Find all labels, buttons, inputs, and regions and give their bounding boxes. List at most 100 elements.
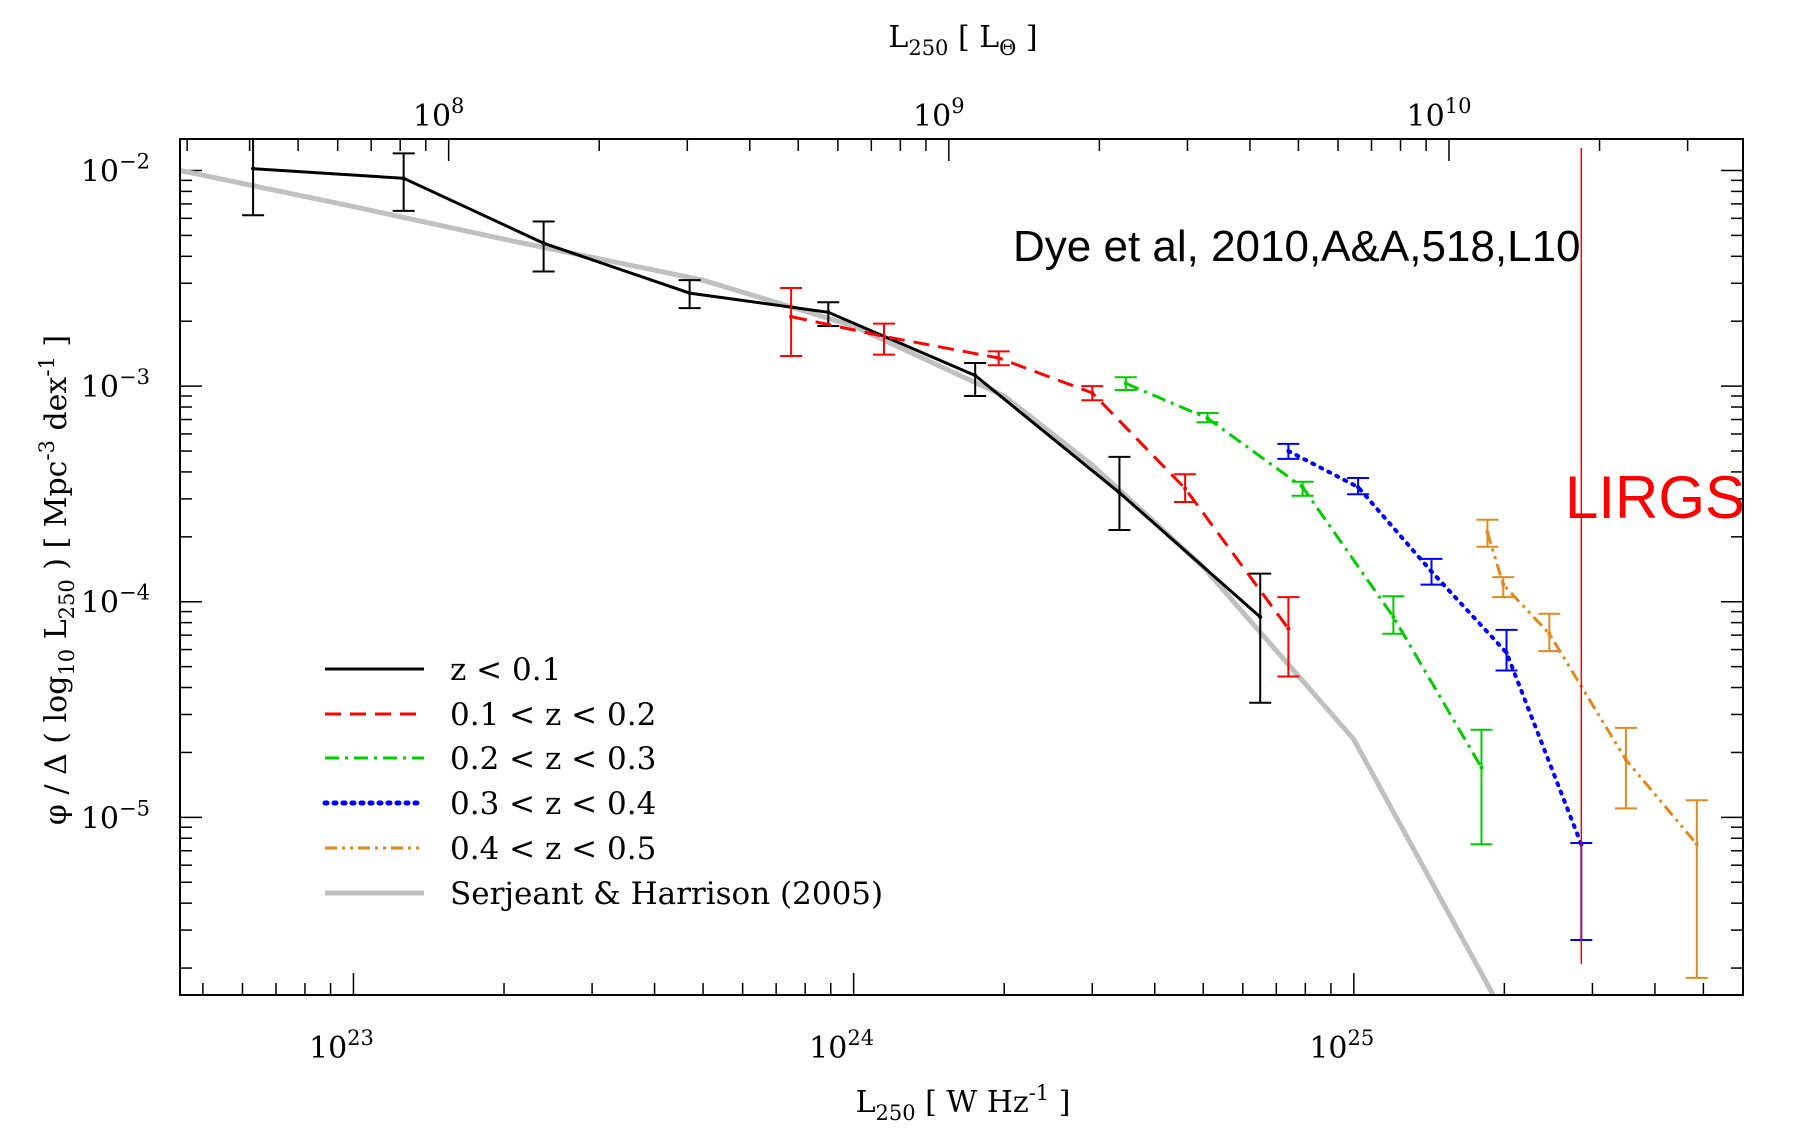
legend-label: 0.2 < z < 0.3	[450, 741, 656, 777]
error-bar	[1277, 596, 1300, 678]
top-axis-title: L250 [ LΘ ]	[888, 20, 1037, 60]
data-point	[881, 334, 886, 339]
data-point	[1090, 390, 1095, 395]
y-title-p4: dex	[39, 377, 74, 440]
data-point	[251, 166, 256, 171]
lirgs-label: LIRGS	[1565, 464, 1745, 531]
series-0	[242, 139, 1272, 704]
series-4	[1476, 518, 1708, 979]
data-point	[1485, 530, 1490, 535]
error-bar	[1249, 572, 1272, 704]
data-point	[1286, 626, 1291, 631]
series-line	[790, 315, 1290, 630]
legend-label: 0.3 < z < 0.4	[450, 786, 656, 822]
data-point	[687, 291, 692, 296]
major-ticks	[180, 139, 1743, 995]
error-bar	[1470, 728, 1493, 846]
series-line	[1125, 382, 1483, 769]
data-point	[1501, 582, 1506, 587]
data-point	[1123, 381, 1128, 386]
y-title-p5: ]	[39, 335, 74, 356]
x-tick-label: 1025	[1309, 1026, 1374, 1066]
y-tick-label: 10−4	[81, 581, 150, 621]
top-axis-title-sub: 250	[908, 36, 948, 60]
y-title-sup1: -3	[35, 440, 59, 460]
y-title-sup2: -1	[35, 356, 59, 376]
legend-label: z < 0.1	[450, 652, 561, 688]
y-title-sub1: 10	[55, 649, 79, 676]
error-bar	[392, 152, 415, 212]
series-line	[253, 167, 1262, 619]
series-line	[180, 168, 1496, 995]
x-tick-label: 1023	[309, 1026, 374, 1066]
x-axis-title: L250 [ W Hz-1 ]	[856, 1081, 1071, 1125]
citation: Dye et al, 2010,A&A,518,L10	[1013, 222, 1581, 271]
data-point	[1183, 486, 1188, 491]
x-axis-title-sub: 250	[875, 1101, 915, 1125]
x-axis-title-end: ]	[1049, 1085, 1070, 1120]
data-point	[1258, 614, 1263, 619]
legend-label: 0.1 < z < 0.2	[450, 697, 656, 733]
data-point	[996, 356, 1001, 361]
error-bar	[1685, 799, 1708, 979]
data-point	[1286, 449, 1291, 454]
data-point	[1547, 631, 1552, 636]
series-layer	[180, 139, 1708, 995]
top-axis-title-end: ]	[1016, 20, 1037, 55]
data-point	[1356, 485, 1361, 490]
error-bar	[1492, 576, 1515, 599]
y-tick-label: 10−5	[81, 796, 150, 836]
data-point	[401, 176, 406, 181]
data-point	[826, 310, 831, 315]
series-1	[780, 287, 1300, 678]
svg-text:φ / Δ ( log10 L250 ) [ Mpc-3: φ / Δ ( log10 L250 ) [ Mpc-3 dex-1 ]	[35, 335, 79, 825]
top-tick-label: 109	[913, 94, 965, 134]
error-bar	[780, 287, 803, 357]
y-axis-title: φ / Δ ( log10 L250 ) [ Mpc-3 dex-1 ]	[35, 335, 79, 825]
data-point	[1117, 490, 1122, 495]
x-tick-label: 1024	[809, 1026, 874, 1066]
series-line	[1485, 531, 1698, 846]
plot-frame	[179, 138, 1744, 996]
data-point	[1391, 614, 1396, 619]
error-bar	[872, 322, 895, 356]
top-tick-label: 1010	[1407, 94, 1472, 134]
data-point	[1694, 842, 1699, 847]
data-point	[1300, 485, 1305, 490]
data-point	[1504, 650, 1509, 655]
y-title-p3: ) [ Mpc	[39, 461, 74, 580]
series-2	[1114, 376, 1493, 846]
data-point	[1479, 765, 1484, 770]
y-tick-label: 10−2	[81, 150, 150, 190]
legend-label: 0.4 < z < 0.5	[450, 831, 656, 867]
error-bar	[532, 220, 555, 273]
error-bar	[242, 139, 265, 217]
top-axis-title-unit: [ L	[948, 20, 999, 55]
data-point	[1429, 569, 1434, 574]
error-bar	[964, 362, 987, 397]
data-point	[789, 314, 794, 319]
minor-ticks	[180, 139, 1743, 995]
data-point	[1623, 757, 1628, 762]
legend: z < 0.1 0.1 < z < 0.2 0.2 < z < 0.3 0.3 < z…	[322, 652, 883, 912]
y-title-p1: φ / Δ ( log	[39, 676, 74, 826]
top-tick-label: 108	[413, 94, 465, 134]
data-point	[973, 373, 978, 378]
y-title-p2: L	[39, 619, 74, 649]
x-axis-title-main: L	[856, 1085, 876, 1120]
tick-labels: 1023 1024 1025 108 109 1010 10−5 10−4 10−3 10−2	[81, 94, 1472, 1066]
top-axis-title-main: L	[888, 20, 908, 55]
data-point	[541, 241, 546, 246]
error-bar	[1495, 628, 1518, 672]
top-axis-title-sym: Θ	[999, 36, 1016, 60]
series-line	[1286, 449, 1584, 847]
legend-label: Serjeant & Harrison (2005)	[450, 876, 883, 912]
error-bar	[1614, 726, 1637, 810]
y-tick-label: 10−3	[81, 365, 150, 405]
y-title-sub2: 250	[55, 579, 79, 619]
x-axis-title-unit: [ W Hz	[916, 1085, 1029, 1120]
data-point	[1205, 416, 1210, 421]
x-axis-title-sup: -1	[1029, 1081, 1049, 1105]
series-5	[180, 168, 1496, 995]
